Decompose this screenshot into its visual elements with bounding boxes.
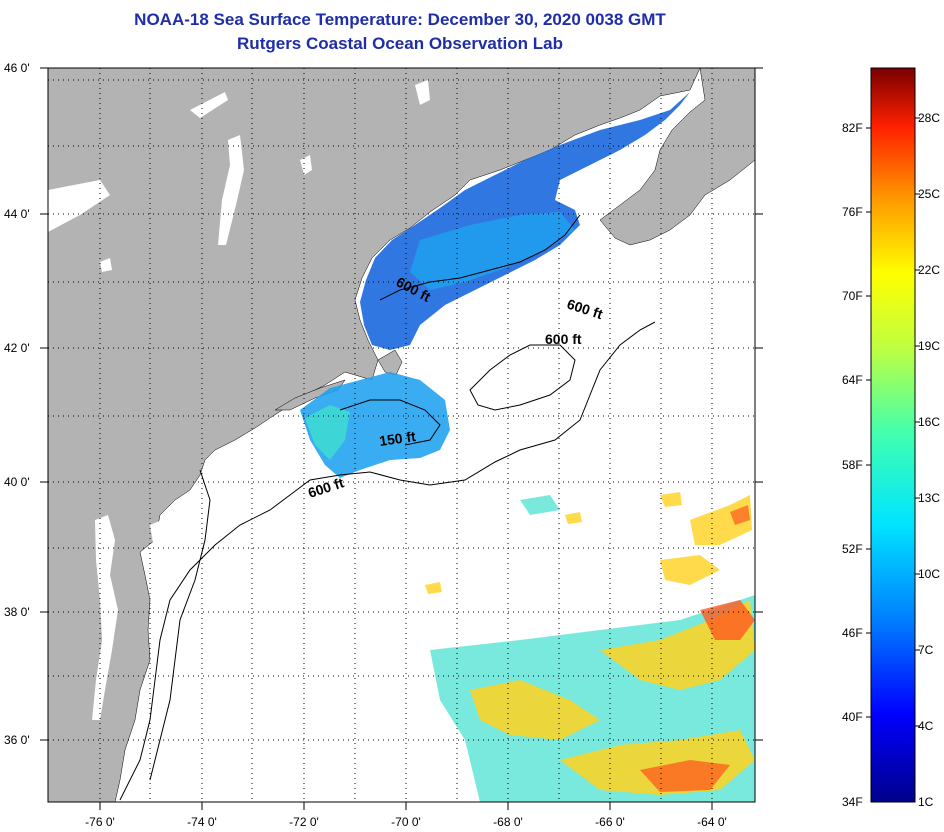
- chesapeake-bay: [92, 515, 118, 720]
- cb-c-10: 10C: [918, 567, 940, 581]
- cb-f-58: 58F: [842, 458, 863, 472]
- contour-label-150ft: 150 ft: [378, 428, 417, 449]
- lon-label-76: -76 0': [85, 815, 115, 829]
- nantucket-shoals-contour: [339, 399, 441, 446]
- map-subtitle: Rutgers Coastal Ocean Observation Lab: [237, 34, 563, 53]
- sst-sne-shelf: [300, 372, 450, 478]
- cb-c-28: 28C: [918, 111, 940, 125]
- lat-label-44: 44 0': [4, 207, 30, 221]
- cb-c-22: 22C: [918, 263, 940, 277]
- cb-c-16: 16C: [918, 415, 940, 429]
- cb-f-82: 82F: [842, 121, 863, 135]
- delaware-bay: [150, 520, 165, 555]
- cb-f-46: 46F: [842, 626, 863, 640]
- sst-sne-teal: [305, 405, 350, 460]
- lon-label-66: -66 0': [595, 815, 625, 829]
- cb-f-34: 34F: [842, 795, 863, 809]
- cb-c-19: 19C: [918, 339, 940, 353]
- sst-georges-patch: [410, 212, 575, 290]
- colorbar: [870, 67, 916, 803]
- map-title: NOAA-18 Sea Surface Temperature: Decembe…: [134, 10, 666, 29]
- cb-f-76: 76F: [842, 205, 863, 219]
- cb-c-7: 7C: [918, 643, 934, 657]
- lon-label-70: -70 0': [391, 815, 421, 829]
- lon-label-74: -74 0': [187, 815, 217, 829]
- cb-c-4: 4C: [918, 719, 934, 733]
- lat-label-42: 42 0': [4, 341, 30, 355]
- nova-scotia: [599, 68, 755, 246]
- lakes: [48, 80, 430, 272]
- georges-bank-contour: [469, 344, 576, 411]
- cape-cod: [377, 349, 403, 376]
- lat-label-40: 40 0': [4, 475, 30, 489]
- lat-label-36: 36 0': [4, 733, 30, 747]
- inner-shelf-contour: [149, 469, 211, 781]
- lon-label-68: -68 0': [493, 815, 523, 829]
- lon-label-72: -72 0': [289, 815, 319, 829]
- sst-gulf-stream: [425, 492, 755, 802]
- cb-c-13: 13C: [918, 491, 940, 505]
- cb-f-52: 52F: [842, 542, 863, 556]
- cb-f-40: 40F: [842, 710, 863, 724]
- contour-label-georges: 600 ft: [545, 331, 582, 347]
- map-content: [48, 68, 755, 802]
- lon-label-64: -64 0': [697, 815, 727, 829]
- plot-frame: [47, 67, 756, 803]
- colorbar-ticks: [866, 117, 920, 727]
- gulf-of-maine-contour: [379, 214, 581, 301]
- lat-label-38: 38 0': [4, 605, 30, 619]
- cb-c-25: 25C: [918, 187, 940, 201]
- lat-label-46: 46 0': [4, 61, 30, 75]
- cb-c-1: 1C: [918, 795, 934, 809]
- cb-f-64: 64F: [842, 373, 863, 387]
- tick-marks: [40, 67, 763, 810]
- cb-f-70: 70F: [842, 289, 863, 303]
